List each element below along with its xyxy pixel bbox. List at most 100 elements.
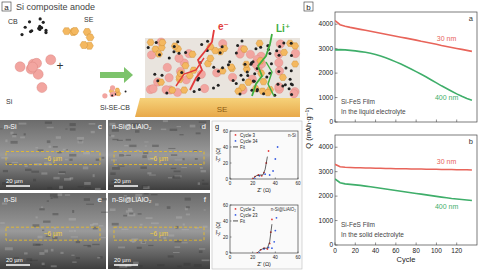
sem-texture: [33, 179, 36, 182]
cb-particle: [246, 71, 249, 74]
sem-texture: [45, 122, 52, 124]
sem-texture: [47, 187, 52, 189]
sem-texture: [121, 229, 128, 230]
data-point: [277, 146, 279, 148]
series-line: [335, 50, 472, 101]
sem-texture: [142, 241, 145, 242]
sem-texture: [177, 266, 181, 268]
annotation: n-Si@LiAlO₂: [271, 207, 297, 212]
si-particle: [15, 62, 25, 72]
sem-texture: [181, 242, 187, 243]
cb-particle: [161, 74, 164, 77]
cb-particle: [278, 45, 281, 48]
plot-frame: [230, 131, 298, 179]
cb-particle: [200, 43, 203, 46]
sem-texture: [202, 183, 208, 185]
sem-texture: [47, 127, 54, 129]
cb-particle: [254, 47, 257, 50]
data-point: [274, 158, 276, 160]
sem-texture: [110, 172, 115, 175]
layer-outline: [6, 152, 100, 165]
series-line: [335, 179, 472, 201]
sem-texture: [95, 188, 101, 190]
data-point: [271, 219, 273, 221]
y-axis-label: -Z'' (Ω): [215, 221, 221, 236]
si-particle: [275, 67, 283, 75]
cb-particle: [44, 29, 47, 32]
x-tick: [275, 252, 276, 254]
si-particle: [28, 62, 38, 72]
x-tick-label: 60: [295, 255, 301, 260]
sem-texture: [198, 182, 200, 185]
sem-texture: [20, 136, 25, 138]
sem-texture: [185, 198, 191, 201]
sem-texture: [142, 155, 147, 158]
sem-texture: [99, 225, 103, 226]
sem-texture: [142, 185, 148, 187]
sem-texture: [63, 149, 67, 151]
ion-path: [266, 62, 274, 96]
cb-particle: [276, 83, 279, 86]
cb-particle: [240, 39, 243, 42]
sem-texture: [140, 224, 143, 226]
se-particle: [159, 39, 166, 45]
sem-texture: [51, 197, 53, 199]
sem-texture: [196, 132, 201, 134]
sem-texture: [97, 257, 100, 258]
sem-texture: [201, 170, 206, 172]
label: 20 µm: [114, 257, 131, 263]
sem-texture: [143, 152, 148, 154]
sem-texture: [173, 252, 180, 253]
sem-texture: [151, 222, 159, 224]
sem-texture: [146, 217, 153, 219]
sem-background: [108, 120, 210, 190]
cb-particle: [240, 74, 243, 77]
cb-particle: [290, 42, 293, 45]
se-particle: [147, 39, 154, 45]
scale-bar: [6, 185, 30, 187]
annotation: In the solid electrolyte: [341, 231, 404, 239]
cb-particle: [253, 72, 256, 75]
sem-texture: [30, 260, 38, 261]
plot-frame: [230, 205, 298, 253]
annotation: Si-FeS Film: [341, 221, 375, 228]
cb-particle: [184, 51, 187, 54]
cb-particle: [173, 45, 176, 48]
sem-texture: [58, 193, 63, 196]
y-tick: [230, 237, 232, 238]
sem-texture: [126, 139, 131, 141]
se-particle: [264, 90, 271, 96]
scale-bar: [6, 264, 30, 266]
sem-texture: [175, 159, 183, 160]
y-tick-label: 0: [329, 241, 333, 248]
sem-texture: [83, 152, 90, 155]
legend-label: Fit: [240, 145, 246, 150]
sem-texture: [101, 212, 108, 213]
legend-swatch: [235, 214, 237, 216]
sem-texture: [24, 133, 26, 135]
sem-texture: [1, 157, 8, 159]
cb-particle: [158, 53, 161, 56]
cb-particle: [252, 60, 255, 63]
sem-texture: [112, 167, 120, 170]
plot-frame: [335, 12, 477, 122]
y-tick-label: 2000: [319, 192, 334, 199]
legend-label: 400 nm: [435, 203, 459, 210]
cb-particle: [288, 87, 291, 90]
panel-label: d: [202, 122, 206, 131]
y-tick-label: 0: [329, 118, 333, 125]
sem-texture: [182, 158, 184, 160]
sem-texture: [183, 223, 185, 225]
plot-frame: [335, 135, 477, 245]
annotation: Si-FeS Film: [341, 98, 375, 105]
sem-texture: [101, 237, 107, 238]
sem-texture: [124, 145, 128, 146]
x-tick-label: 20: [352, 247, 360, 254]
cb-particle: [168, 57, 171, 60]
cb-particle: [290, 54, 293, 57]
sem-texture: [177, 126, 181, 127]
y-tick-label: 60: [223, 129, 229, 134]
sem-texture: [141, 241, 147, 244]
se-particle: [281, 49, 288, 55]
panel-label: b: [306, 3, 311, 12]
